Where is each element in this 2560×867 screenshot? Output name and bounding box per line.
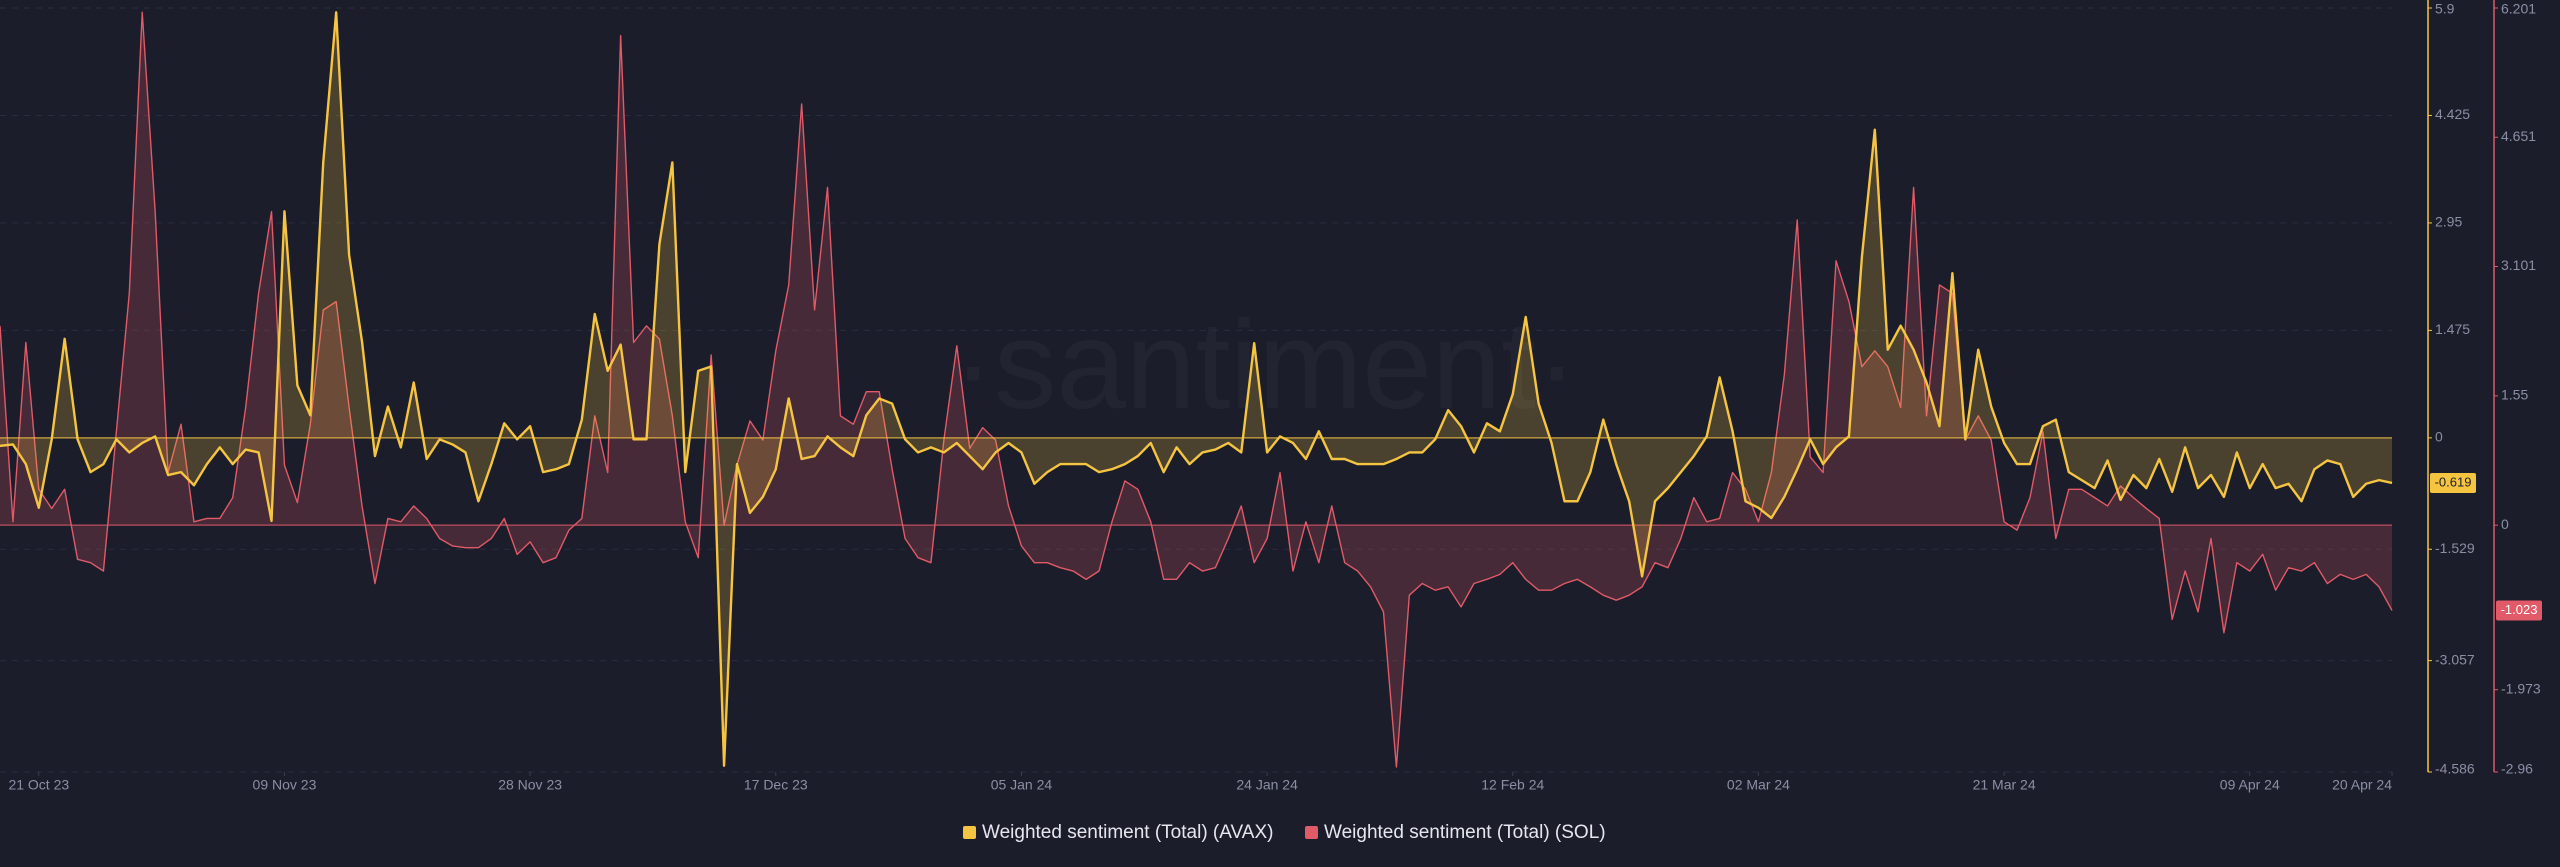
line bbox=[0, 11, 2393, 767]
x-tick-label: 05 Jan 24 bbox=[991, 777, 1053, 793]
y-tick-label: 4.651 bbox=[2501, 128, 2536, 144]
y-tick-label: 6.201 bbox=[2501, 1, 2536, 17]
y-tick-label: -4.586 bbox=[2435, 761, 2475, 777]
y-tick-label: 3.101 bbox=[2501, 257, 2536, 273]
value-badge bbox=[2430, 472, 2476, 493]
legend-swatch bbox=[963, 826, 976, 839]
x-tick-label: 02 Mar 24 bbox=[1727, 777, 1790, 793]
x-tick-label: 09 Nov 23 bbox=[253, 777, 317, 793]
x-tick-label: 21 Mar 24 bbox=[1973, 777, 2036, 793]
x-tick-label: 09 Apr 24 bbox=[2220, 777, 2280, 793]
legend-swatch bbox=[1305, 826, 1318, 839]
value-badge-label: -0.619 bbox=[2435, 474, 2472, 489]
line bbox=[0, 11, 2393, 768]
y-tick-label: 1.55 bbox=[2501, 387, 2528, 403]
area bbox=[0, 12, 2392, 766]
y-tick-label: 5.9 bbox=[2435, 1, 2455, 17]
x-tick-label: 28 Nov 23 bbox=[498, 777, 562, 793]
x-tick-label: 20 Apr 24 bbox=[2332, 777, 2392, 793]
legend: Weighted sentiment (Total) (AVAX) Weighte… bbox=[963, 822, 1606, 843]
x-tick-label: 12 Feb 24 bbox=[1481, 777, 1544, 793]
y-tick-label: -2.96 bbox=[2501, 761, 2533, 777]
y-tick-label: -1.529 bbox=[2435, 540, 2475, 556]
area bbox=[0, 12, 2392, 767]
watermark: ·santiment· bbox=[952, 296, 1577, 435]
legend-label: Weighted sentiment (Total) (AVAX) bbox=[982, 822, 1273, 843]
y-tick-label: -3.057 bbox=[2435, 651, 2475, 667]
value-badge-label: -1.023 bbox=[2501, 602, 2538, 617]
legend-label: Weighted sentiment (Total) (SOL) bbox=[1324, 822, 1606, 843]
x-tick-label: 17 Dec 23 bbox=[744, 777, 808, 793]
x-tick-label: 24 Jan 24 bbox=[1236, 777, 1298, 793]
y-tick-label: 2.95 bbox=[2435, 214, 2462, 230]
y-tick-label: 1.475 bbox=[2435, 321, 2470, 337]
y-tick-label: -1.973 bbox=[2501, 680, 2541, 696]
value-badge bbox=[2496, 600, 2542, 621]
y-tick-label: 4.425 bbox=[2435, 106, 2470, 122]
y-tick-label: 0 bbox=[2501, 516, 2509, 532]
x-tick-label: 21 Oct 23 bbox=[8, 777, 69, 793]
y-tick-label: 0 bbox=[2435, 429, 2443, 445]
